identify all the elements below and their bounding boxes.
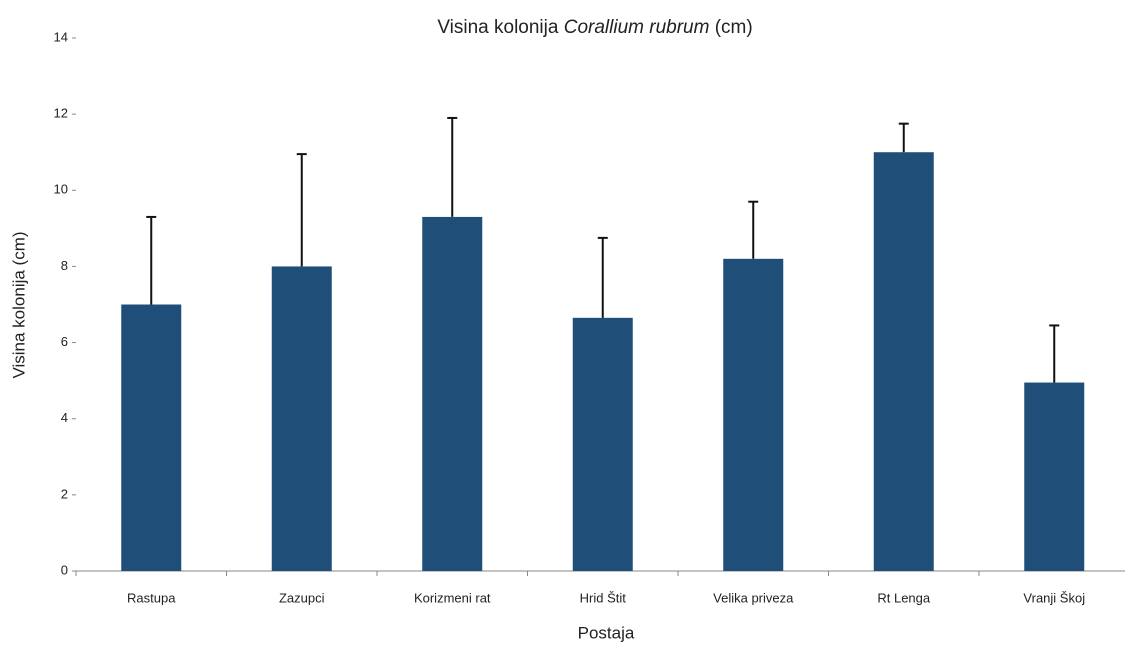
- y-tick-label: 2: [61, 486, 68, 501]
- bar: [121, 304, 182, 571]
- bar: [271, 266, 332, 571]
- y-tick-label: 8: [61, 258, 68, 273]
- y-axis-title: Visina kolonija (cm): [9, 231, 28, 378]
- y-tick-label: 6: [61, 334, 68, 349]
- x-tick-label: Velika priveza: [713, 590, 794, 605]
- title-part: Corallium rubrum: [564, 17, 710, 38]
- bar: [422, 216, 483, 571]
- title-part: (cm): [715, 17, 753, 38]
- bar: [723, 258, 784, 571]
- y-tick-label: 12: [54, 106, 68, 121]
- x-tick-label: Korizmeni rat: [414, 590, 491, 605]
- y-tick-label: 4: [61, 410, 68, 425]
- y-tick-label: 0: [61, 562, 68, 577]
- x-tick-label: Zazupci: [279, 590, 325, 605]
- x-axis-title: Postaja: [578, 623, 635, 642]
- title-part: Visina kolonija: [437, 17, 559, 38]
- x-tick-label: Vranji Škoj: [1023, 590, 1085, 605]
- bar: [873, 152, 934, 571]
- bar: [1024, 382, 1085, 571]
- chart-title: Visina kolonija Corallium rubrum (cm): [437, 17, 752, 38]
- bar: [572, 317, 633, 571]
- x-tick-label: Rt Lenga: [877, 590, 931, 605]
- x-tick-label: Rastupa: [127, 590, 176, 605]
- y-tick-label: 10: [54, 182, 68, 197]
- y-tick-label: 14: [54, 29, 68, 44]
- x-tick-label: Hrid Štit: [580, 590, 627, 605]
